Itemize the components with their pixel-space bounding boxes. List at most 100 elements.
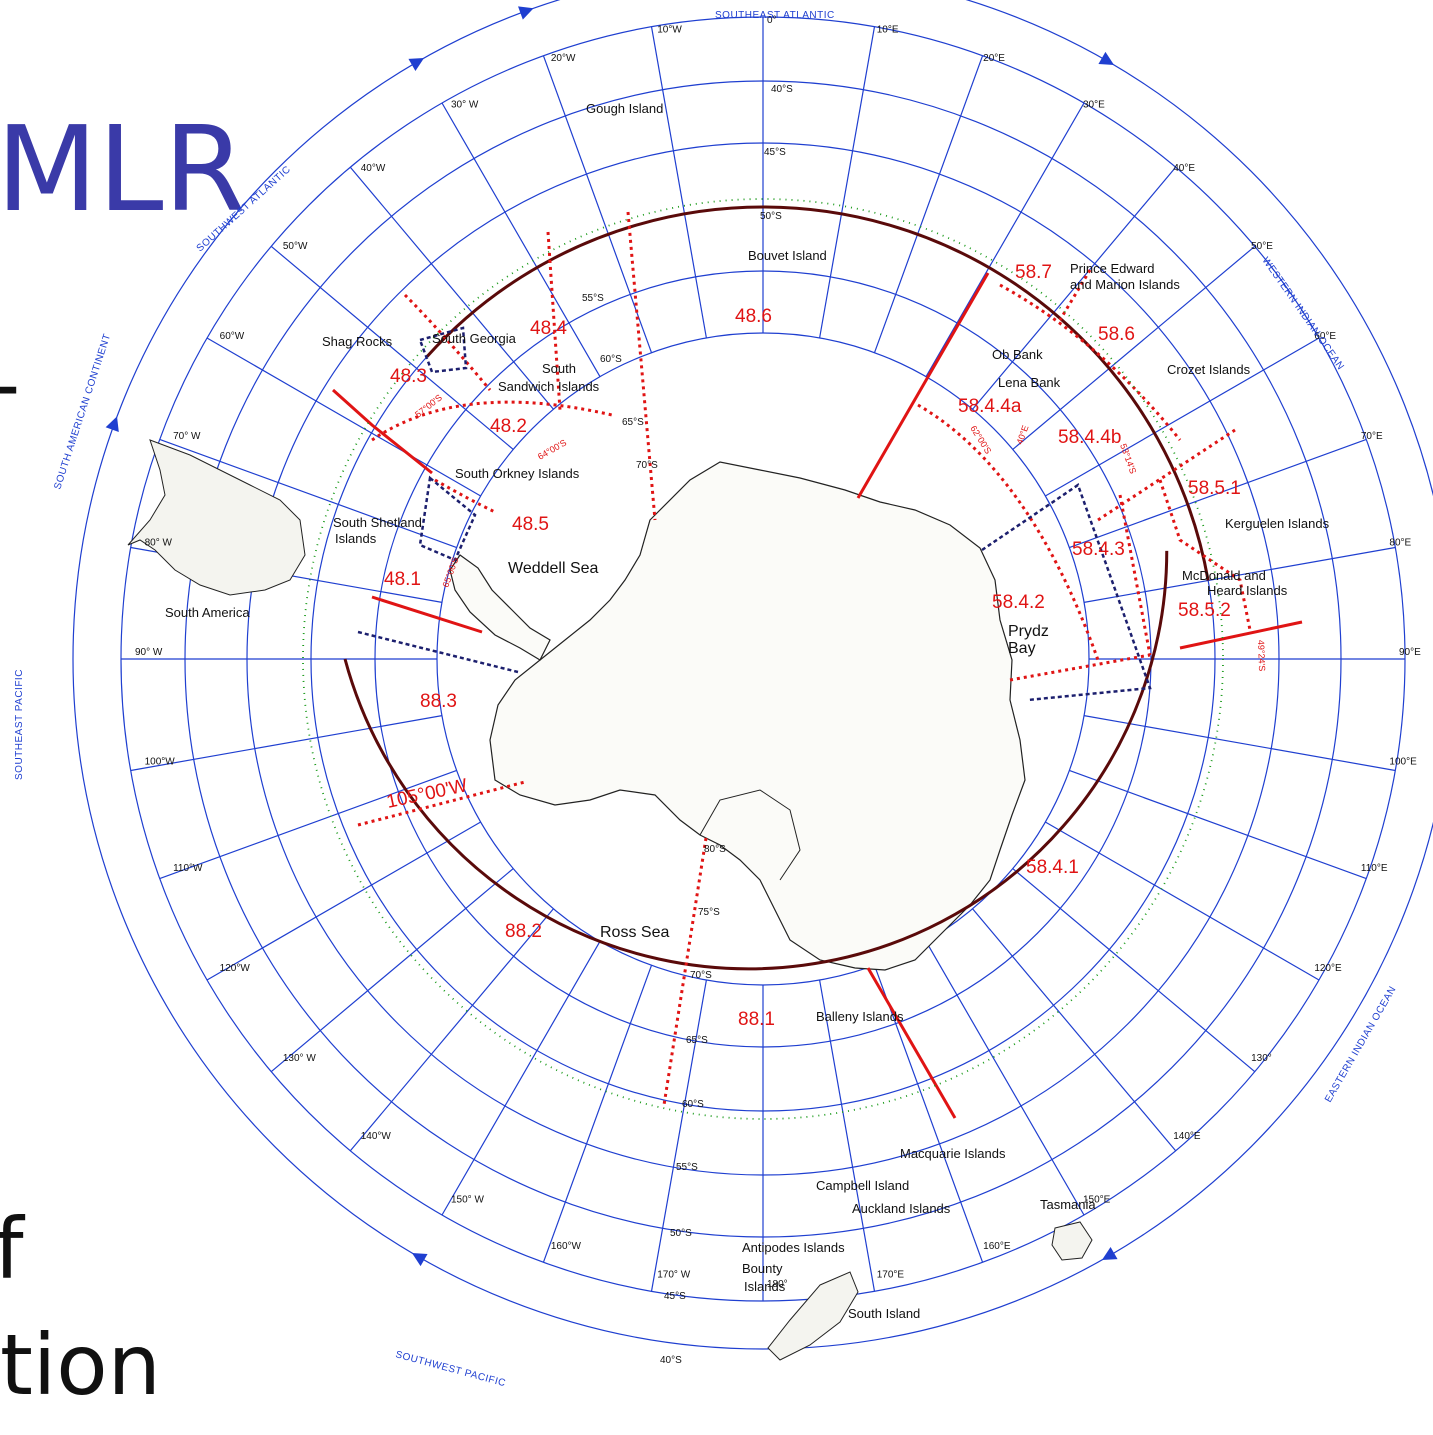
longitude-label: 180° [767,1279,788,1290]
latitude-label: 50°S [670,1228,692,1239]
south-island-coastline [767,1271,859,1361]
longitude-label: 20°W [551,53,576,64]
latitude-label: 75°S [698,907,720,918]
longitude-label: 140°E [1173,1131,1201,1142]
place-label: South Orkney Islands [455,466,580,481]
area-label: 48.4 [530,318,567,339]
meridian-line [270,868,514,1073]
longitude-label: 100°W [145,757,176,768]
meridian-line [542,55,653,353]
meridian-line [925,102,1085,377]
place-label: Campbell Island [816,1178,909,1193]
place-label: Ob Bank [992,347,1043,362]
area-label: 58.5.2 [1178,600,1231,621]
meridian-line [1045,821,1320,981]
sea-label: Ross Sea [600,924,669,941]
meridian-line [441,941,601,1216]
place-label: Kerguelen Islands [1225,516,1330,531]
sea-label: Bay [1008,640,1036,657]
longitude-label: 10°W [657,25,682,36]
slide-bullet-fragment: f [0,1200,24,1298]
meridian-line [206,337,481,497]
longitude-label: 170°E [877,1269,905,1280]
latitude-label: 70°S [690,970,712,981]
polar-front [302,198,1224,1120]
longitude-label: 70°E [1361,431,1383,442]
longitude-label: 60°W [220,331,245,342]
place-label: South Georgia [432,331,517,346]
meridian-line [349,908,554,1152]
meridian-line [925,941,1085,1216]
area-label: 48.3 [390,366,427,387]
meridian-line [542,965,653,1263]
place-label: Macquarie Islands [900,1146,1006,1161]
latitude-label: 60°S [600,354,622,365]
longitude-label: 50°E [1251,241,1273,252]
longitude-label: 80°E [1389,537,1411,548]
slide-bullet-fragment: - [0,335,20,433]
meridian-line [650,26,707,339]
area-label: 88.1 [738,1009,775,1030]
longitude-label: 50°W [283,241,308,252]
area-label: 58.5.1 [1188,478,1241,499]
meridian-line [441,102,601,377]
longitude-label: 10°E [877,25,899,36]
place-label: Islands [335,531,377,546]
place-label: Balleny Islands [816,1009,904,1024]
longitude-label: 110°E [1361,863,1388,874]
meridian-line [819,26,876,339]
place-label: South America [165,605,250,620]
sector-boundary-arrow [518,6,534,20]
boundary-label: 64°00'S [536,437,568,461]
place-label: Crozet Islands [1167,362,1251,377]
longitude-label: 60°E [1314,331,1336,342]
ocean-sector-label: SOUTH AMERICAN CONTINENT [52,332,113,491]
meridian-line [1083,715,1396,772]
tasmania-coastline [1051,1221,1093,1261]
ocean-sector-label: SOUTHWEST PACIFIC [394,1349,507,1389]
boundary-label: 40°E [1014,424,1030,446]
place-label: South Island [848,1306,920,1321]
boundary-label: 62°00'S [968,424,993,456]
excluded-zones [357,326,1152,702]
place-label: McDonald and [1182,568,1266,583]
area-label: 88.3 [420,691,457,712]
meridian-line [130,715,443,772]
place-label: Sandwich Islands [498,379,600,394]
latitude-label: 45°S [764,147,786,158]
area-label: 58.4.4b [1058,427,1121,448]
meridian-line [650,979,707,1292]
meridian-line [1012,245,1256,450]
meridian-line [1069,438,1367,549]
meridian-line [1012,868,1256,1073]
place-label: South [542,361,576,376]
latitude-label: 40°S [771,84,793,95]
sea-label: Weddell Sea [508,560,599,577]
meridian-line [873,965,984,1263]
meridian-line [1083,546,1396,603]
longitude-label: 90°E [1399,647,1421,658]
area-label: 58.7 [1015,262,1052,283]
place-label: Heard Islands [1207,583,1288,598]
place-label: Bouvet Island [748,248,827,263]
longitude-label: 100°E [1389,757,1417,768]
meridian-line [972,908,1177,1152]
meridian-line [159,438,457,549]
longitude-label: 80° W [145,537,173,548]
longitude-label: 130° [1251,1053,1272,1064]
longitude-label: 110°W [173,863,203,874]
slide-bullet-fragment: tion [0,1316,161,1414]
place-label: Islands [744,1279,786,1294]
boundary-label: 57°00'S [413,392,444,419]
longitude-label: 90° W [135,647,163,658]
area-label: 48.6 [735,306,772,327]
place-label: Gough Island [586,101,663,116]
longitude-label: 120°W [220,963,251,974]
longitude-label: 30° W [451,100,479,111]
place-label: South Shetland [333,515,422,530]
sea-label: Prydz [1008,623,1049,640]
longitude-label: 150°E [1083,1194,1111,1205]
place-label: Antipodes Islands [742,1240,845,1255]
latitude-label: 80°S [704,844,726,855]
